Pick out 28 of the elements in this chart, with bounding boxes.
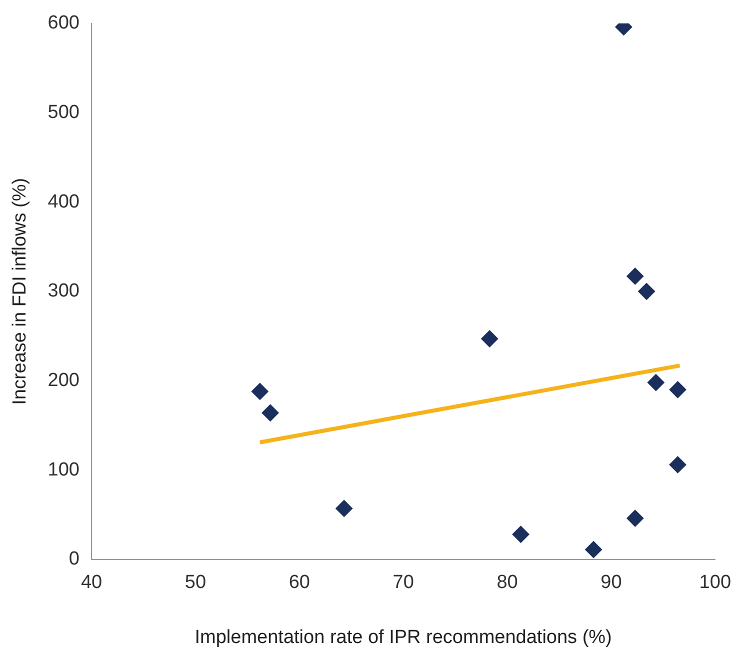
y-tick-label: 300 — [48, 280, 80, 302]
y-tick-label: 100 — [48, 459, 80, 480]
point — [336, 500, 353, 517]
y-tick-label: 0 — [68, 548, 80, 570]
point — [626, 268, 644, 285]
point — [251, 382, 268, 400]
x-tick-label: 60 — [288, 572, 310, 594]
point — [647, 374, 664, 392]
point — [512, 526, 530, 543]
point — [481, 330, 498, 348]
x-tick-label: 90 — [600, 572, 622, 594]
y-axis-title: Increase in FDI inflows (%) — [10, 178, 31, 405]
y-tick-label: 600 — [48, 12, 80, 34]
point — [626, 510, 644, 527]
x-tick-label: 100 — [699, 572, 731, 594]
x-axis-title: Implementation rate of IPR recommendations (%) — [194, 626, 612, 648]
point — [262, 404, 279, 422]
point — [638, 282, 656, 300]
x-tick-label: 50 — [184, 572, 206, 594]
point — [669, 381, 686, 398]
x-tick-label: 80 — [496, 572, 518, 594]
point — [669, 456, 686, 474]
point — [585, 541, 602, 558]
x-tick-label: 70 — [392, 572, 414, 594]
x-tick-label: 40 — [80, 572, 102, 594]
y-tick-label: 500 — [48, 102, 80, 123]
y-tick-label: 400 — [48, 191, 80, 212]
y-tick-label: 200 — [48, 370, 80, 391]
